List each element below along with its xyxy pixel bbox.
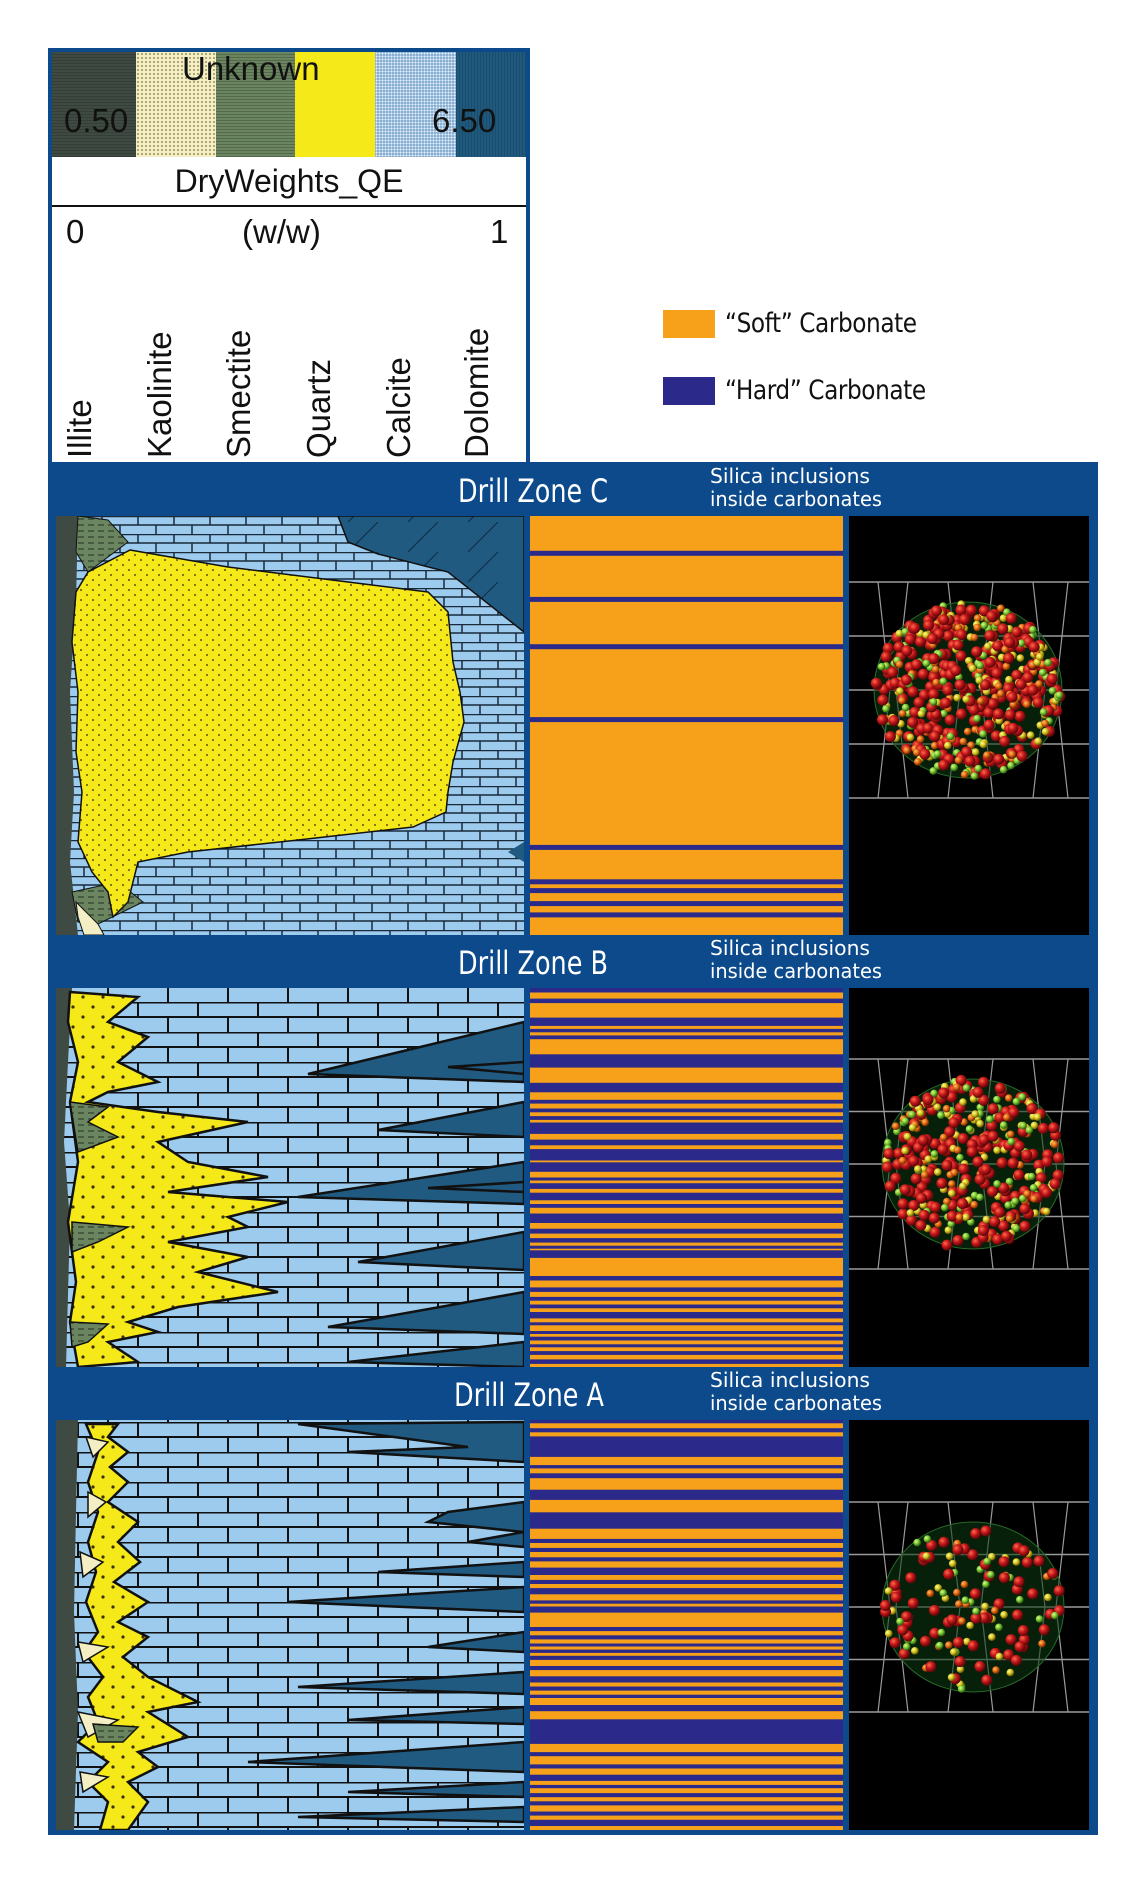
quartz-swatch — [295, 52, 375, 157]
mineral-label-smectite: Smectite — [220, 329, 257, 458]
zone-a-subtitle-line1: Silica inclusions — [710, 1368, 870, 1392]
max-value-label: 6.50 — [432, 102, 497, 139]
zone-c-stripes — [530, 516, 843, 935]
scale-unit: (w/w) — [242, 213, 321, 250]
scale-min: 0 — [66, 213, 85, 250]
hard-carbonate-legend: “Hard” Carbonate — [663, 375, 958, 406]
soft-carbonate-legend: “Soft” Carbonate — [663, 308, 948, 339]
mineral-label-dolomite: Dolomite — [458, 327, 495, 458]
zone-c-title: Drill Zone C — [458, 472, 608, 510]
smectite-swatch — [216, 52, 295, 157]
zone-c-subtitle-line2: inside carbonates — [710, 487, 882, 511]
zone-b-lithology — [56, 988, 524, 1367]
soft-carbonate-swatch — [663, 309, 715, 338]
mineral-swatch-row — [52, 52, 526, 157]
mineral-label-kaolinite: Kaolinite — [141, 331, 178, 458]
mineral-label-illite: Illite — [61, 399, 98, 458]
mineral-label-calcite: Calcite — [380, 357, 417, 458]
zone-c-lithology — [56, 516, 524, 935]
mineral-label-quartz: Quartz — [300, 358, 337, 458]
kaolinite-swatch — [136, 52, 216, 157]
drill-zones-panel: Drill Zone C Silica inclusions inside ca… — [48, 462, 1098, 1835]
soft-carbonate-label: “Soft” Carbonate — [725, 308, 917, 339]
zone-b-silica-sphere — [849, 1058, 1089, 1270]
illite-swatch — [52, 52, 136, 157]
zone-c-silica-sphere — [849, 581, 1089, 799]
min-value-label: 0.50 — [64, 102, 129, 139]
zone-a-title: Drill Zone A — [454, 1376, 604, 1414]
scale-max: 1 — [490, 213, 509, 250]
zone-b-title: Drill Zone B — [458, 944, 608, 982]
zone-a-silica-sphere — [849, 1501, 1089, 1713]
curve-title: DryWeights_QE — [52, 157, 526, 207]
well-log-graphic: Drill Zone C Silica inclusions inside ca… — [56, 464, 1089, 1830]
zone-b-stripes — [530, 988, 843, 1367]
mineral-legend: Unknown 0.50 6.50 DryWeights_QE 0 (w/w) … — [48, 48, 530, 462]
zone-a-stripes — [530, 1420, 843, 1830]
zone-b-subtitle-line2: inside carbonates — [710, 959, 882, 983]
hard-carbonate-swatch — [663, 376, 715, 405]
zone-b-subtitle-line1: Silica inclusions — [710, 936, 870, 960]
scale-row: 0 (w/w) 1 — [52, 207, 526, 257]
zone-a-lithology — [56, 1420, 524, 1830]
calcite-swatch — [375, 52, 456, 157]
zone-a-subtitle-line2: inside carbonates — [710, 1391, 882, 1415]
unknown-label: Unknown — [182, 50, 320, 87]
hard-carbonate-label: “Hard” Carbonate — [725, 375, 926, 406]
dolomite-swatch — [456, 52, 526, 157]
zone-c-subtitle-line1: Silica inclusions — [710, 464, 870, 488]
